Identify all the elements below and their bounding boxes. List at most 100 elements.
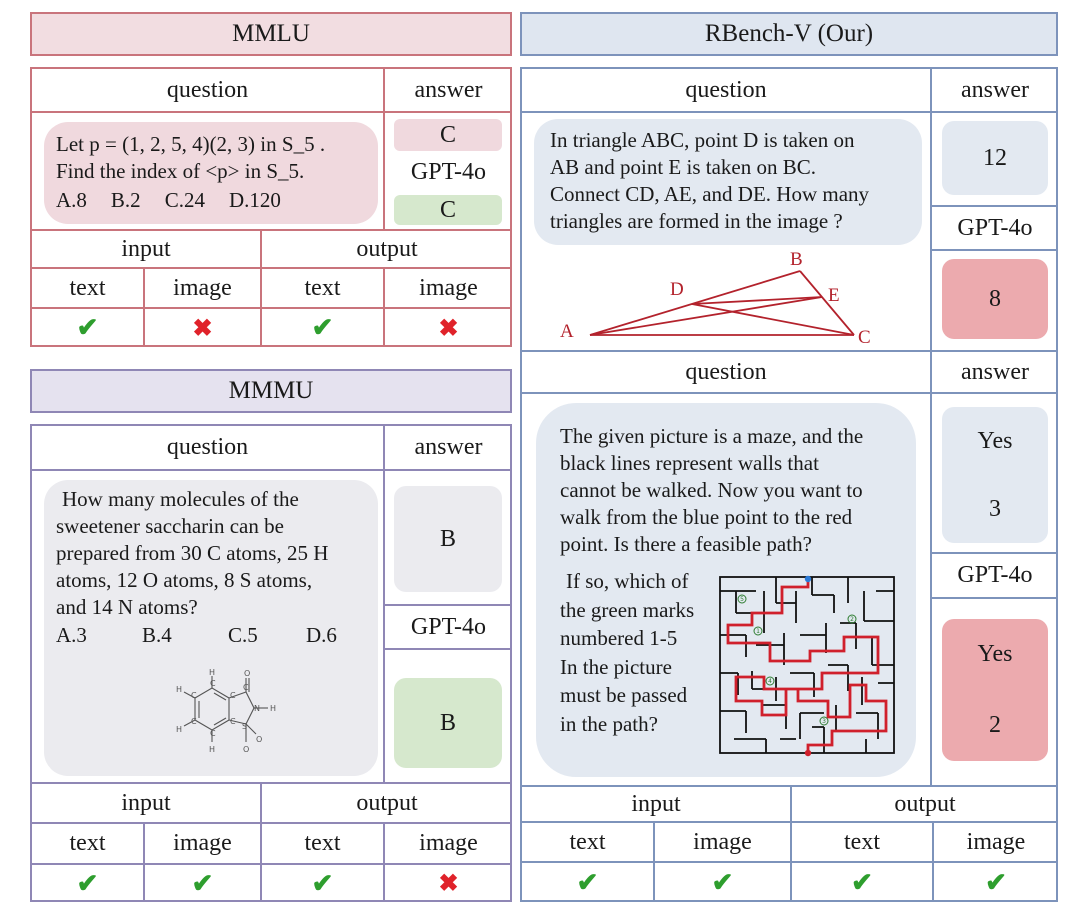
rbench-q1-question-line: AB and point E is taken on BC. bbox=[550, 155, 816, 179]
mmmu-input-header: input bbox=[121, 789, 171, 816]
triangle-point-label: D bbox=[670, 279, 684, 300]
molecule-atom-label: H bbox=[270, 704, 276, 713]
rbench-q2-answer-line: Yes bbox=[977, 427, 1013, 454]
mmlu-model-answer-box: C bbox=[394, 195, 502, 225]
mmlu-answer-header: answer bbox=[414, 76, 483, 103]
rbench-q1-question-bubble bbox=[534, 119, 922, 245]
mmmu-title-box: MMMU bbox=[30, 369, 512, 413]
check-icon: ✔ bbox=[985, 867, 1007, 897]
mmmu-title: MMMU bbox=[228, 377, 314, 404]
mmmu-output-text: text bbox=[304, 830, 341, 856]
rbench-q2-side-line: numbered 1-5 bbox=[560, 626, 678, 650]
rbench-q2-side-line: If so, which of bbox=[566, 569, 689, 593]
mmlu-panel: question answer Let p = (1, 2, 5, 4)(2, … bbox=[30, 67, 512, 347]
rbench-q2-model-answer-line: Yes bbox=[977, 641, 1013, 667]
mmlu-question-line: Let p = (1, 2, 5, 4)(2, 3) in S_5 . bbox=[56, 132, 326, 156]
mmmu-options: A.3 B.4 C.5 D.6 bbox=[56, 622, 337, 649]
mmmu-model-answer: B bbox=[439, 709, 456, 736]
rbench-q1-model-answer-box: 8 bbox=[942, 259, 1048, 339]
mmlu-option: A.8 bbox=[56, 188, 87, 212]
check-icon: ✔ bbox=[76, 313, 99, 342]
rbench-output-text: text bbox=[844, 828, 880, 855]
saccharin-structure-icon: H H H H O O O C C C C C C C N H S bbox=[176, 668, 276, 754]
triangle-point-label: E bbox=[828, 285, 840, 306]
molecule-atom-label: H bbox=[209, 745, 215, 754]
rbench-input-text: text bbox=[569, 828, 606, 855]
check-icon: ✔ bbox=[576, 867, 599, 897]
mmlu-option: B.2 bbox=[110, 188, 141, 212]
molecule-atom-label: C bbox=[243, 683, 249, 692]
mmmu-question-line: sweetener saccharin can be bbox=[56, 514, 284, 538]
molecule-atom-label: H bbox=[176, 725, 182, 734]
check-icon: ✔ bbox=[76, 868, 99, 898]
molecule-atom-label: C bbox=[230, 691, 236, 700]
rbench-q1-question-line: triangles are formed in the image ? bbox=[550, 209, 843, 233]
check-icon: ✔ bbox=[711, 867, 734, 897]
rbench-q1-answer: 12 bbox=[983, 144, 1007, 171]
mmlu-input-text: text bbox=[69, 274, 106, 301]
rbench-output-image: image bbox=[966, 828, 1026, 855]
rbench-q2-question-line: walk from the blue point to the red bbox=[560, 505, 853, 529]
mmlu-input-header: input bbox=[121, 235, 171, 262]
mmmu-output-image: image bbox=[419, 830, 478, 856]
mmmu-answer-box: B bbox=[394, 486, 502, 592]
mmmu-answer-header: answer bbox=[414, 434, 483, 460]
molecule-atom-label: O bbox=[243, 745, 249, 754]
rbench-q2-question-line: black lines represent walls that bbox=[560, 451, 819, 475]
rbench-q2-question-bubble bbox=[536, 403, 916, 777]
mmlu-output-text: text bbox=[304, 274, 341, 301]
rbench-q1-model-label: GPT-4o bbox=[957, 214, 1033, 241]
rbench-title-box: RBench-V (Our) bbox=[520, 12, 1058, 56]
mmmu-answer: B bbox=[439, 525, 456, 552]
molecule-atom-label: H bbox=[176, 685, 182, 694]
mmmu-output-header: output bbox=[356, 789, 418, 816]
rbench-q2-side-line: In the picture bbox=[560, 654, 672, 679]
check-icon: ✔ bbox=[311, 313, 334, 342]
mmlu-answer: C bbox=[439, 121, 456, 148]
mmlu-question-bubble bbox=[44, 122, 378, 224]
maze-mark-label: 4 bbox=[768, 678, 772, 685]
mmlu-option: D.120 bbox=[228, 188, 281, 212]
rbench-q2-model-answer-line: 2 bbox=[989, 712, 1001, 738]
molecule-atom-label: C bbox=[191, 717, 197, 726]
mmlu-output-header: output bbox=[356, 235, 418, 262]
rbench-q2-model-label: GPT-4o bbox=[957, 562, 1033, 588]
rbench-q2-side-line: in the path? bbox=[560, 711, 658, 736]
rbench-q2-question-header: question bbox=[685, 358, 767, 385]
mmlu-answer-box: C bbox=[394, 119, 502, 151]
molecule-atom-label: O bbox=[256, 735, 262, 744]
rbench-title: RBench-V (Our) bbox=[704, 20, 874, 47]
rbench-q1-question-line: Connect CD, AE, and DE. How many bbox=[550, 182, 870, 206]
rbench-input-image: image bbox=[693, 828, 752, 855]
rbench-q2-question-line: The given picture is a maze, and the bbox=[560, 424, 864, 448]
rbench-q1-question-line: In triangle ABC, point D is taken on bbox=[550, 128, 855, 152]
mmlu-question-line: Find the index of <p> in S_5. bbox=[56, 159, 305, 183]
check-icon: ✔ bbox=[311, 868, 334, 898]
mmmu-question-line: and 14 N atoms? bbox=[56, 595, 198, 619]
mmlu-options: A.8 B.2 C.24 D.120 bbox=[56, 187, 325, 214]
molecule-atom-label: O bbox=[244, 669, 250, 678]
molecule-atom-label: C bbox=[230, 717, 236, 726]
mmlu-model-answer: C bbox=[439, 196, 456, 223]
mmlu-question-text: Let p = (1, 2, 5, 4)(2, 3) in S_5 . Find… bbox=[56, 131, 325, 214]
triangle-figure: A B C D E bbox=[560, 251, 871, 347]
rbench-panel: question answer In triangle ABC, point D… bbox=[520, 67, 1058, 902]
mmlu-question-header: question bbox=[166, 76, 249, 103]
mmmu-question-text: How many molecules of the sweetener sacc… bbox=[56, 486, 337, 649]
molecule-atom-label: H bbox=[209, 668, 215, 677]
triangle-point-label: B bbox=[790, 251, 803, 270]
molecule-atom-label: C bbox=[210, 679, 216, 688]
check-icon: ✔ bbox=[851, 867, 873, 897]
rbench-q2-side-line: the green marks bbox=[560, 597, 695, 622]
rbench-q2-answer-header: answer bbox=[961, 358, 1029, 385]
mmmu-question-line: How many molecules of the bbox=[62, 487, 299, 511]
cross-icon: ✖ bbox=[438, 315, 459, 342]
molecule-atom-label: S bbox=[242, 722, 247, 731]
mmlu-option: C.24 bbox=[164, 188, 205, 212]
rbench-q1-question-header: question bbox=[685, 76, 767, 103]
rbench-q2-answer-line: 3 bbox=[989, 495, 1001, 522]
mmmu-option: B.4 bbox=[142, 623, 172, 647]
cross-icon: ✖ bbox=[192, 315, 213, 342]
mmlu-output-image: image bbox=[419, 274, 478, 301]
rbench-q1-question-text: In triangle ABC, point D is taken on AB … bbox=[550, 127, 869, 235]
